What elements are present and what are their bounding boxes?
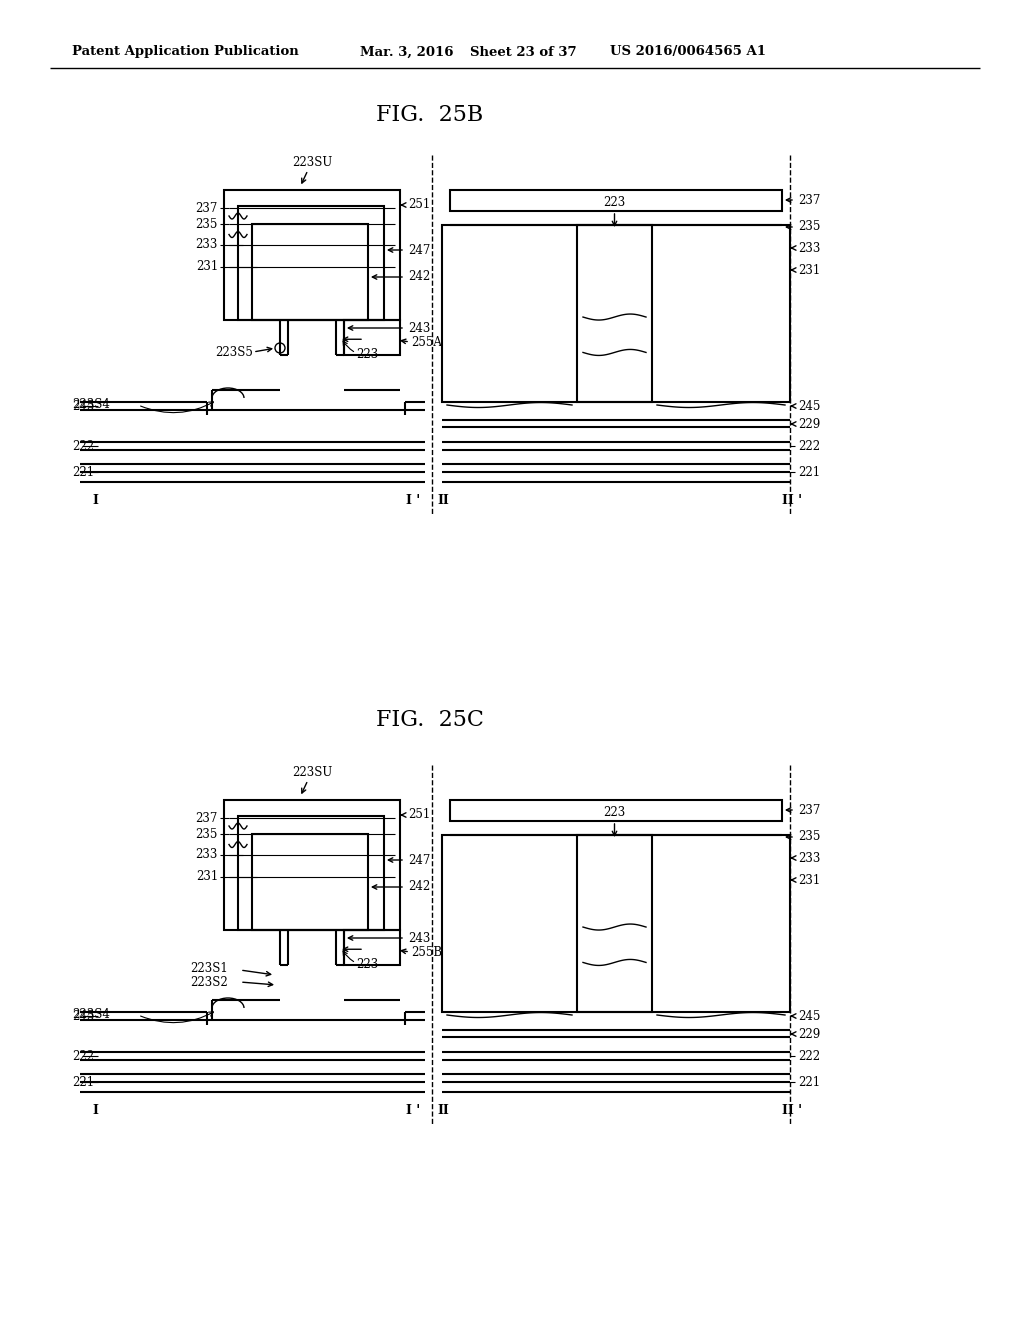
Text: 237: 237	[196, 812, 218, 825]
Text: 251: 251	[408, 198, 430, 211]
Text: 223S1: 223S1	[190, 961, 227, 974]
Text: 222: 222	[72, 1049, 94, 1063]
Bar	[344, 319, 400, 355]
Text: 223S4: 223S4	[72, 1008, 110, 1022]
Text: 247: 247	[408, 854, 430, 866]
Text: 235: 235	[798, 830, 820, 843]
Text: I ': I '	[406, 1104, 420, 1117]
Text: 231: 231	[798, 874, 820, 887]
Text: 231: 231	[196, 870, 218, 883]
Text: 235: 235	[196, 218, 218, 231]
Text: 233: 233	[196, 849, 218, 862]
Text: 237: 237	[798, 194, 820, 206]
Text: 242: 242	[408, 880, 430, 894]
Bar	[450, 190, 782, 211]
Text: 221: 221	[72, 466, 94, 479]
Text: FIG.  25B: FIG. 25B	[377, 104, 483, 125]
Text: 223S4: 223S4	[72, 399, 110, 412]
Text: 223SU: 223SU	[292, 766, 332, 779]
Text: 245: 245	[798, 1010, 820, 1023]
Text: 235: 235	[798, 220, 820, 234]
Text: 243: 243	[408, 932, 430, 945]
Text: 221: 221	[72, 1076, 94, 1089]
Text: 237: 237	[196, 202, 218, 214]
Bar	[442, 224, 790, 403]
Text: 229: 229	[798, 417, 820, 430]
Bar	[252, 224, 368, 319]
Text: 223SU: 223SU	[292, 156, 332, 169]
Text: 245: 245	[72, 1010, 94, 1023]
Text: 223S5: 223S5	[215, 346, 253, 359]
Text: I: I	[92, 494, 98, 507]
Text: 255B: 255B	[411, 945, 442, 958]
Text: FIG.  25C: FIG. 25C	[376, 709, 484, 731]
Text: 223: 223	[356, 958, 378, 972]
Text: 223: 223	[603, 807, 626, 820]
Text: 237: 237	[798, 804, 820, 817]
Text: 242: 242	[408, 271, 430, 284]
Text: 233: 233	[798, 242, 820, 255]
Text: 251: 251	[408, 808, 430, 821]
Text: Patent Application Publication: Patent Application Publication	[72, 45, 299, 58]
Text: 221: 221	[798, 466, 820, 479]
Text: 231: 231	[798, 264, 820, 276]
Text: 235: 235	[196, 828, 218, 841]
Text: I ': I '	[406, 494, 420, 507]
Text: 223S2: 223S2	[190, 975, 227, 989]
Text: 223: 223	[356, 348, 378, 362]
Text: II ': II '	[782, 1104, 802, 1117]
Text: I: I	[92, 1104, 98, 1117]
Bar	[442, 836, 790, 1012]
Text: 247: 247	[408, 243, 430, 256]
Text: Mar. 3, 2016: Mar. 3, 2016	[360, 45, 454, 58]
Bar	[224, 190, 400, 319]
Bar	[577, 224, 652, 403]
Bar	[252, 834, 368, 931]
Text: II ': II '	[782, 494, 802, 507]
Text: 245: 245	[72, 400, 94, 412]
Text: 231: 231	[196, 260, 218, 273]
Text: 245: 245	[798, 400, 820, 412]
Bar	[577, 836, 652, 1012]
Bar	[224, 800, 400, 931]
Text: 233: 233	[196, 239, 218, 252]
Text: 221: 221	[798, 1076, 820, 1089]
Text: 222: 222	[72, 440, 94, 453]
Text: 229: 229	[798, 1027, 820, 1040]
Bar	[344, 931, 400, 965]
Bar	[238, 816, 384, 931]
Text: 255A: 255A	[411, 335, 442, 348]
Text: Sheet 23 of 37: Sheet 23 of 37	[470, 45, 577, 58]
Text: 222: 222	[798, 440, 820, 453]
Text: US 2016/0064565 A1: US 2016/0064565 A1	[610, 45, 766, 58]
Text: II: II	[437, 494, 449, 507]
Bar	[450, 800, 782, 821]
Text: 222: 222	[798, 1049, 820, 1063]
Bar	[238, 206, 384, 319]
Text: 243: 243	[408, 322, 430, 334]
Text: 223: 223	[603, 197, 626, 210]
Text: 233: 233	[798, 851, 820, 865]
Text: II: II	[437, 1104, 449, 1117]
